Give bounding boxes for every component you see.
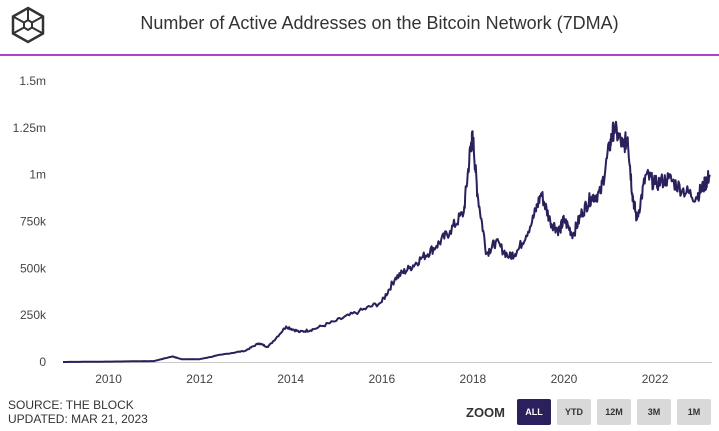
- x-tick-label: 2018: [460, 372, 487, 386]
- x-tick-label: 2014: [277, 372, 304, 386]
- y-tick-label: 1.5m: [19, 74, 46, 88]
- zoom-1m-button[interactable]: 1M: [677, 399, 711, 425]
- source-label: SOURCE: THE BLOCK: [8, 398, 134, 412]
- y-tick-label: 1m: [29, 168, 46, 182]
- zoom-controls: ZOOM ALL YTD 12M 3M 1M: [466, 399, 711, 425]
- source-info: SOURCE: THE BLOCK UPDATED: MAR 21, 2023: [8, 398, 148, 426]
- y-tick-label: 750k: [20, 215, 47, 229]
- x-tick-label: 2016: [368, 372, 395, 386]
- zoom-12m-button[interactable]: 12M: [597, 399, 631, 425]
- x-tick-label: 2022: [642, 372, 669, 386]
- zoom-all-button[interactable]: ALL: [517, 399, 551, 425]
- x-tick-label: 2012: [186, 372, 213, 386]
- y-tick-label: 0: [39, 355, 46, 369]
- header: Number of Active Addresses on the Bitcoi…: [0, 0, 719, 56]
- y-tick-label: 1.25m: [13, 121, 46, 135]
- the-block-logo-icon: [11, 6, 45, 44]
- x-tick-label: 2010: [95, 372, 122, 386]
- line-chart: 0 250k 500k 750k 1m 1.25m 1.5m 2010 2012 2014 2016…: [13, 74, 712, 386]
- x-tick-label: 2020: [551, 372, 578, 386]
- series-line: [63, 120, 711, 363]
- y-tick-label: 250k: [20, 308, 47, 322]
- chart-title: Number of Active Addresses on the Bitcoi…: [140, 13, 619, 33]
- updated-label: UPDATED: MAR 21, 2023: [8, 412, 148, 426]
- zoom-3m-button[interactable]: 3M: [637, 399, 671, 425]
- zoom-label: ZOOM: [466, 404, 505, 420]
- y-tick-label: 500k: [20, 261, 47, 275]
- zoom-ytd-button[interactable]: YTD: [557, 399, 591, 425]
